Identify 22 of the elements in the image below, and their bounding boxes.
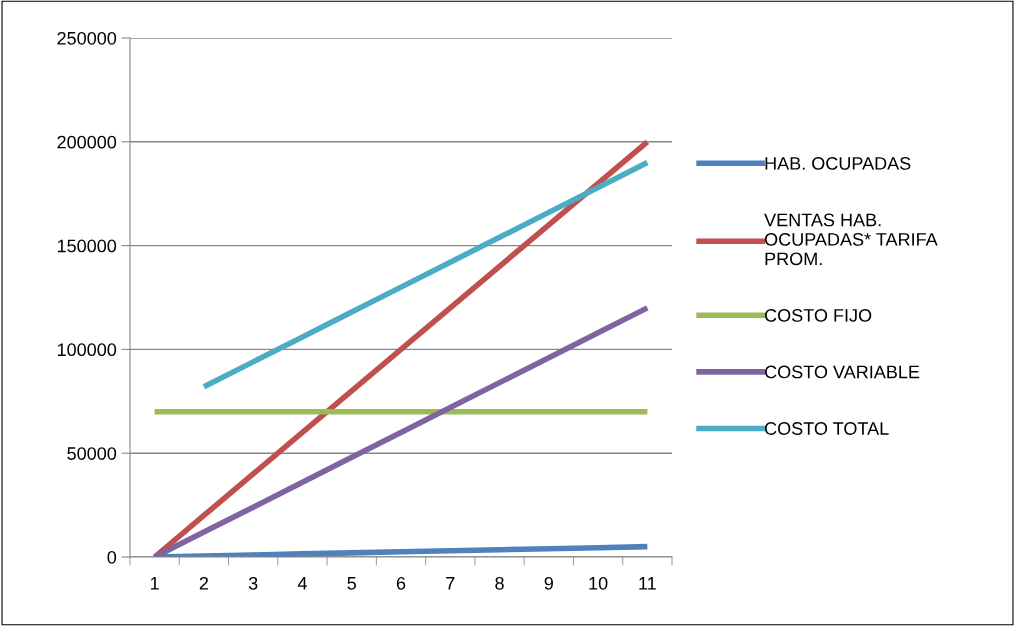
legend-label: COSTO VARIABLE: [765, 365, 920, 379]
x-tick-label: 2: [199, 576, 209, 590]
x-tick-label: 5: [347, 577, 356, 590]
legend-label: COSTO TOTAL: [765, 422, 889, 435]
legend-label: HAB. OCUPADAS: [765, 157, 911, 170]
y-tick-label: 150000: [57, 239, 117, 253]
x-tick-label: 8: [495, 576, 504, 590]
y-tick-label: 50000: [67, 447, 117, 460]
legend-label: VENTAS HAB. OCUPADAS* TARIFA PROM.: [764, 213, 938, 266]
y-tick-label: 200000: [57, 135, 117, 149]
x-tick-label: 7: [446, 577, 455, 590]
x-tick-label: 6: [396, 576, 406, 590]
x-tick-label: 4: [297, 577, 307, 590]
x-tick-label: 10: [589, 576, 608, 590]
x-tick-label: 9: [544, 576, 553, 590]
legend-label: COSTO FIJO: [765, 309, 872, 322]
y-tick-label: 100000: [57, 343, 117, 357]
y-tick-label: 0: [107, 550, 117, 564]
x-tick-label: 3: [248, 576, 258, 590]
x-tick-label: 1: [150, 577, 159, 590]
x-tick-label: 11: [639, 577, 656, 590]
y-tick-label: 250000: [57, 31, 117, 45]
